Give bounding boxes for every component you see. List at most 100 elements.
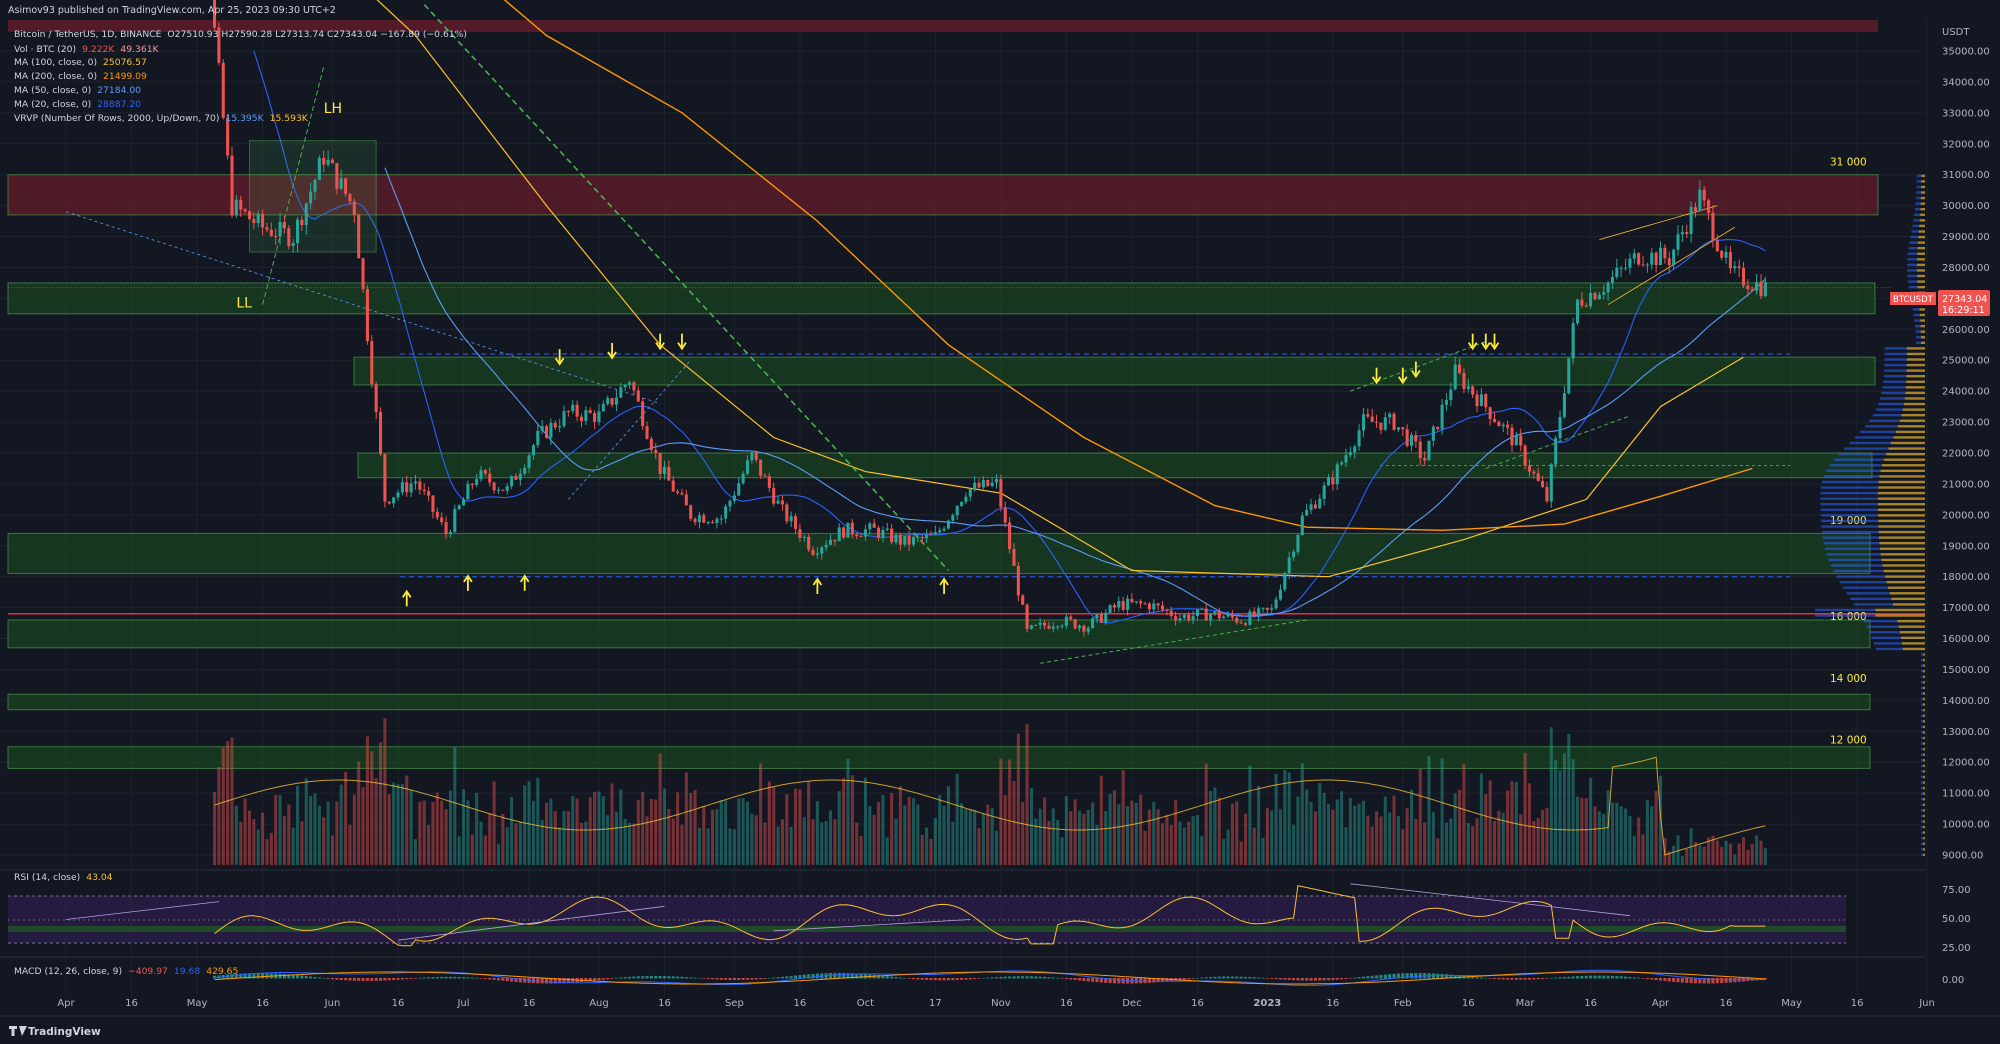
volume-bar — [553, 811, 557, 865]
vp-bar-up — [1820, 514, 1879, 517]
candle-body — [1021, 595, 1025, 605]
volume-bar — [1147, 809, 1151, 865]
macd-bar — [1060, 978, 1064, 979]
macd-bar — [492, 978, 496, 980]
vp-bar-down — [1878, 536, 1925, 539]
vp-bar-down — [1875, 614, 1925, 617]
volume-bar — [1300, 763, 1304, 865]
volume-bar — [1187, 821, 1191, 865]
volume-bar — [1130, 800, 1134, 865]
time-tick-label: 16 — [1060, 998, 1073, 1009]
vp-bar-down — [1921, 341, 1925, 345]
volume-bar — [973, 809, 977, 865]
macd-bar — [239, 973, 243, 979]
candle-body — [1348, 452, 1352, 456]
macd-pane[interactable]: MACD (12, 26, close, 9) −409.97 19.68 429.6… — [0, 956, 1964, 986]
vp-bar-down — [1920, 196, 1925, 200]
macd-bar — [1449, 974, 1453, 979]
macd-bar — [1274, 978, 1278, 980]
macd-bar — [1034, 976, 1038, 979]
macd-bar — [767, 977, 771, 979]
vp-bar-up — [1921, 747, 1924, 751]
volume-bar — [1449, 818, 1453, 865]
candle-body — [549, 422, 553, 438]
candle-body — [383, 454, 387, 502]
macd-bar — [1466, 976, 1470, 979]
candle-body — [1379, 422, 1383, 430]
svg-text:Bitcoin / TetherUS, 1D, BINANC: Bitcoin / TetherUS, 1D, BINANCE O27510.93… — [14, 29, 467, 40]
macd-bar — [1506, 978, 1510, 980]
macd-bar — [448, 976, 452, 979]
time-axis[interactable]: Apr 16 May 16 Jun 16 Jul 16 Aug 16 Sep 16 Oct 17 Nov 16… — [57, 998, 1934, 1009]
price-axis[interactable]: 35000.00 34000.00 33000.00 32000.00 31000.00… — [1942, 47, 1990, 862]
tradingview-logo[interactable]: TradingView — [9, 1026, 101, 1038]
volume-bar — [322, 817, 326, 865]
volume-bar — [1348, 797, 1352, 865]
macd-bar — [964, 978, 968, 980]
volume-bar — [1117, 804, 1121, 865]
volume-bar — [815, 801, 819, 865]
volume-bar — [287, 804, 291, 865]
vp-bar-down — [1895, 430, 1925, 434]
candle-body — [671, 480, 675, 492]
volume-bar — [1091, 802, 1095, 865]
volume-bar — [1685, 848, 1689, 865]
volume-bar — [1567, 733, 1571, 865]
vp-bar-up — [1921, 831, 1924, 834]
volume-bar — [252, 819, 256, 865]
volume-bar — [1580, 797, 1584, 865]
macd-bar — [1610, 975, 1614, 979]
volume-bar — [1396, 815, 1400, 865]
axis-currency: USDT — [1942, 27, 1970, 38]
macd-bar — [1209, 977, 1213, 979]
candle-body — [361, 258, 365, 290]
macd-bar — [361, 978, 365, 981]
macd-bar — [1562, 977, 1566, 979]
candle-body — [890, 528, 894, 543]
macd-bar — [702, 978, 706, 979]
vp-bar-down — [1882, 464, 1925, 467]
volume-bar — [1589, 777, 1593, 865]
volume-bar — [213, 791, 217, 865]
macd-signal-line — [214, 971, 1766, 985]
volume-bar — [274, 795, 278, 865]
time-tick-label: 16 — [658, 998, 671, 1009]
volume-bar — [1252, 827, 1256, 865]
candle-body — [846, 522, 850, 538]
vp-bar-down — [1886, 452, 1925, 456]
arrow-down-head — [1398, 376, 1408, 385]
candle-body — [418, 481, 422, 490]
candle-body — [566, 411, 570, 413]
legend-vrvp-name: VRVP (Number Of Rows, 2000, Up/Down, 70) — [14, 113, 219, 124]
volume-bar — [1615, 802, 1619, 865]
price-tick-label: 23000.00 — [1942, 418, 1990, 429]
volume-bar — [383, 718, 387, 865]
macd-bar — [1663, 978, 1667, 982]
volume-bar — [601, 796, 605, 865]
volume-bar — [392, 782, 396, 865]
volume-bar — [1506, 790, 1510, 865]
candle-body — [483, 470, 487, 474]
candle-body — [732, 495, 736, 501]
volume-bar — [1318, 783, 1322, 865]
macd-bar — [1283, 978, 1287, 980]
vp-bar-down — [1877, 491, 1925, 495]
vp-bar-down — [1923, 759, 1925, 762]
candle-body — [510, 476, 514, 487]
volume-bar — [226, 741, 230, 865]
volume-bar — [763, 822, 767, 865]
volume-bar — [907, 797, 911, 865]
volume-bar — [1134, 802, 1138, 865]
volume-bar — [1008, 759, 1012, 865]
vp-bar-up — [1878, 402, 1904, 406]
candle-body — [1484, 394, 1488, 408]
macd-bar — [711, 978, 715, 980]
rsi-pane[interactable]: RSI (14, close) 43.04 75.00 50.00 25.00 — [0, 869, 1971, 954]
macd-bar — [597, 978, 601, 981]
vp-bar-up — [1915, 196, 1921, 200]
macd-bar — [1589, 975, 1593, 979]
candle-body — [842, 527, 846, 538]
macd-bar — [1624, 976, 1628, 979]
volume-bar — [1698, 845, 1702, 865]
